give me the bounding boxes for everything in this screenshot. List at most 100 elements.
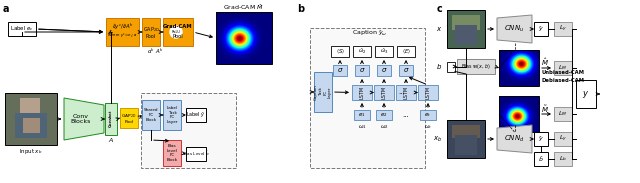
Text: Label $\hat{y}$: Label $\hat{y}$ [186,110,206,120]
Bar [310,28,425,168]
Text: Caption
Task
FC
Layer: Caption Task FC Layer [314,84,332,100]
Bar [420,110,436,120]
Bar [554,132,572,146]
Text: c: c [437,4,443,14]
Text: ReLU: ReLU [172,30,180,34]
Text: Input $x_b$: Input $x_b$ [19,147,43,156]
Text: $\hat{y}$: $\hat{y}$ [538,24,544,34]
Text: $\hat{y}$: $\hat{y}$ [538,134,544,144]
Bar [142,100,160,130]
Text: $\partial y^c/\partial A^k$: $\partial y^c/\partial A^k$ [111,22,133,32]
Bar [142,18,160,46]
Bar [576,80,596,108]
Text: $\mathbf{Conv_{last}}$: $\mathbf{Conv_{last}}$ [108,110,115,128]
Bar [106,18,139,46]
Polygon shape [497,125,532,153]
Text: $A$: $A$ [108,136,114,144]
Bar [314,72,332,112]
Bar [163,18,193,46]
Bar [354,110,370,120]
Text: $\hat{M}$: $\hat{M}$ [541,56,549,68]
Bar [457,59,495,74]
Bar [374,85,394,100]
Bar [447,61,455,72]
Text: $\langle S\rangle$: $\langle S\rangle$ [335,48,344,55]
Bar [375,46,393,57]
Text: $\sigma$: $\sigma$ [381,66,387,74]
Bar [397,46,415,57]
Text: Grad-CAM: Grad-CAM [163,25,193,29]
Circle shape [170,26,182,38]
Text: $A^k$: $A^k$ [155,46,163,56]
Text: ...: ... [399,89,405,96]
Bar [418,85,438,100]
Text: LSTM: LSTM [426,86,431,99]
Bar [353,46,371,57]
Bar [376,110,392,120]
Bar [399,65,413,76]
Text: $L_y$: $L_y$ [559,24,567,34]
Text: $e_2$: $e_2$ [380,111,388,119]
Text: Grad-CAM $\hat{M}$: Grad-CAM $\hat{M}$ [223,2,263,12]
Bar [355,65,369,76]
Text: $x_b$: $x_b$ [433,134,442,144]
Text: LSTM: LSTM [381,86,387,99]
Bar [141,93,236,168]
Text: Label $e_c$: Label $e_c$ [10,25,34,33]
Bar [5,93,57,145]
Bar [331,46,349,57]
Polygon shape [64,98,104,140]
Bar [396,85,416,100]
Text: Bias
Level
FC
Block: Bias Level FC Block [166,144,177,162]
Text: GAP$_{\rm 2D}$
Pool: GAP$_{\rm 2D}$ Pool [122,112,136,124]
Text: Conv
Blocks: Conv Blocks [71,114,91,124]
Text: $CNN_u$: $CNN_u$ [504,24,525,34]
Text: $L_M$: $L_M$ [559,110,568,118]
Text: $\hat{b}$: $\hat{b}$ [538,154,544,164]
Text: $x$: $x$ [436,25,442,33]
Bar [534,152,548,166]
Bar [186,108,206,122]
Text: $y$: $y$ [582,89,589,100]
Bar [8,22,36,36]
Text: Debiased-CAM: Debiased-CAM [541,79,584,83]
Bar [186,147,206,161]
Bar [534,132,548,146]
Text: LSTM: LSTM [360,86,365,99]
Text: $\hat{\omega}_2$: $\hat{\omega}_2$ [358,47,366,56]
Bar [447,10,485,48]
Text: $\omega_t$: $\omega_t$ [424,123,432,131]
Bar [216,12,272,64]
Bar [377,65,391,76]
Text: $\sigma$: $\sigma$ [403,66,410,74]
Text: $\tilde{M}$: $\tilde{M}$ [541,103,549,115]
Text: Unbiased-CAM: Unbiased-CAM [541,70,584,74]
Text: $\sigma$: $\sigma$ [358,66,365,74]
Bar [554,152,572,166]
Text: b: b [297,4,304,14]
Bar [499,50,539,86]
Text: $\langle E\rangle$: $\langle E\rangle$ [401,48,410,55]
Bar [352,85,372,100]
Bar [163,140,181,166]
Text: $L_M$: $L_M$ [559,64,568,72]
Bar [499,96,539,132]
Bar [534,22,548,36]
Bar [554,107,572,121]
Text: $CNN_d$: $CNN_d$ [504,134,525,144]
Text: $L_b$: $L_b$ [559,155,567,163]
Text: a: a [3,4,10,14]
Text: ...: ... [403,112,410,118]
Bar [554,22,572,36]
Text: $\hat{\omega}_3$: $\hat{\omega}_3$ [380,47,388,56]
Text: $\sigma$: $\sigma$ [337,66,343,74]
Text: $\alpha^k$: $\alpha^k$ [147,46,155,56]
Text: Pool: Pool [173,33,184,38]
Text: Bias $\mathfrak{B}(x,b)$: Bias $\mathfrak{B}(x,b)$ [461,62,491,71]
Text: $\omega_2$: $\omega_2$ [380,123,388,131]
Text: $L_y$: $L_y$ [559,134,567,144]
Text: $\omega_1$: $\omega_1$ [358,123,366,131]
Text: Shared
FC
Block: Shared FC Block [144,108,158,122]
Bar [333,65,347,76]
Text: GAP$_{\rm 2D}$
Pool: GAP$_{\rm 2D}$ Pool [143,25,159,39]
